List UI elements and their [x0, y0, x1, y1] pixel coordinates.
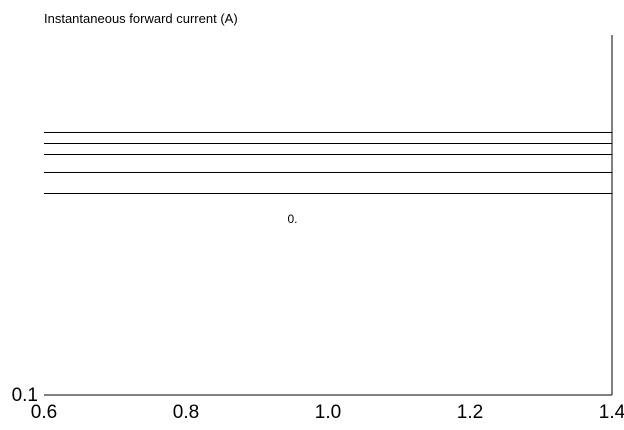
- y-axis-title: Instantaneous forward current (A): [44, 11, 238, 26]
- annotations: 0.: [288, 212, 298, 226]
- y-tick-labels: 0.1: [12, 385, 38, 406]
- x-tick-labels: 0.6 0.8 1.0 1.2 1.4: [31, 402, 624, 423]
- x-tick-label: 1.4: [599, 402, 624, 423]
- series-layer: [44, 132, 612, 194]
- annotation-label: 0.: [288, 212, 298, 226]
- x-tick-label: 1.0: [315, 402, 341, 423]
- x-tick-label: 0.6: [31, 402, 57, 423]
- x-tick-label: 0.8: [173, 402, 199, 423]
- x-tick-label: 1.2: [457, 402, 483, 423]
- y-tick-label: 0.1: [12, 385, 38, 406]
